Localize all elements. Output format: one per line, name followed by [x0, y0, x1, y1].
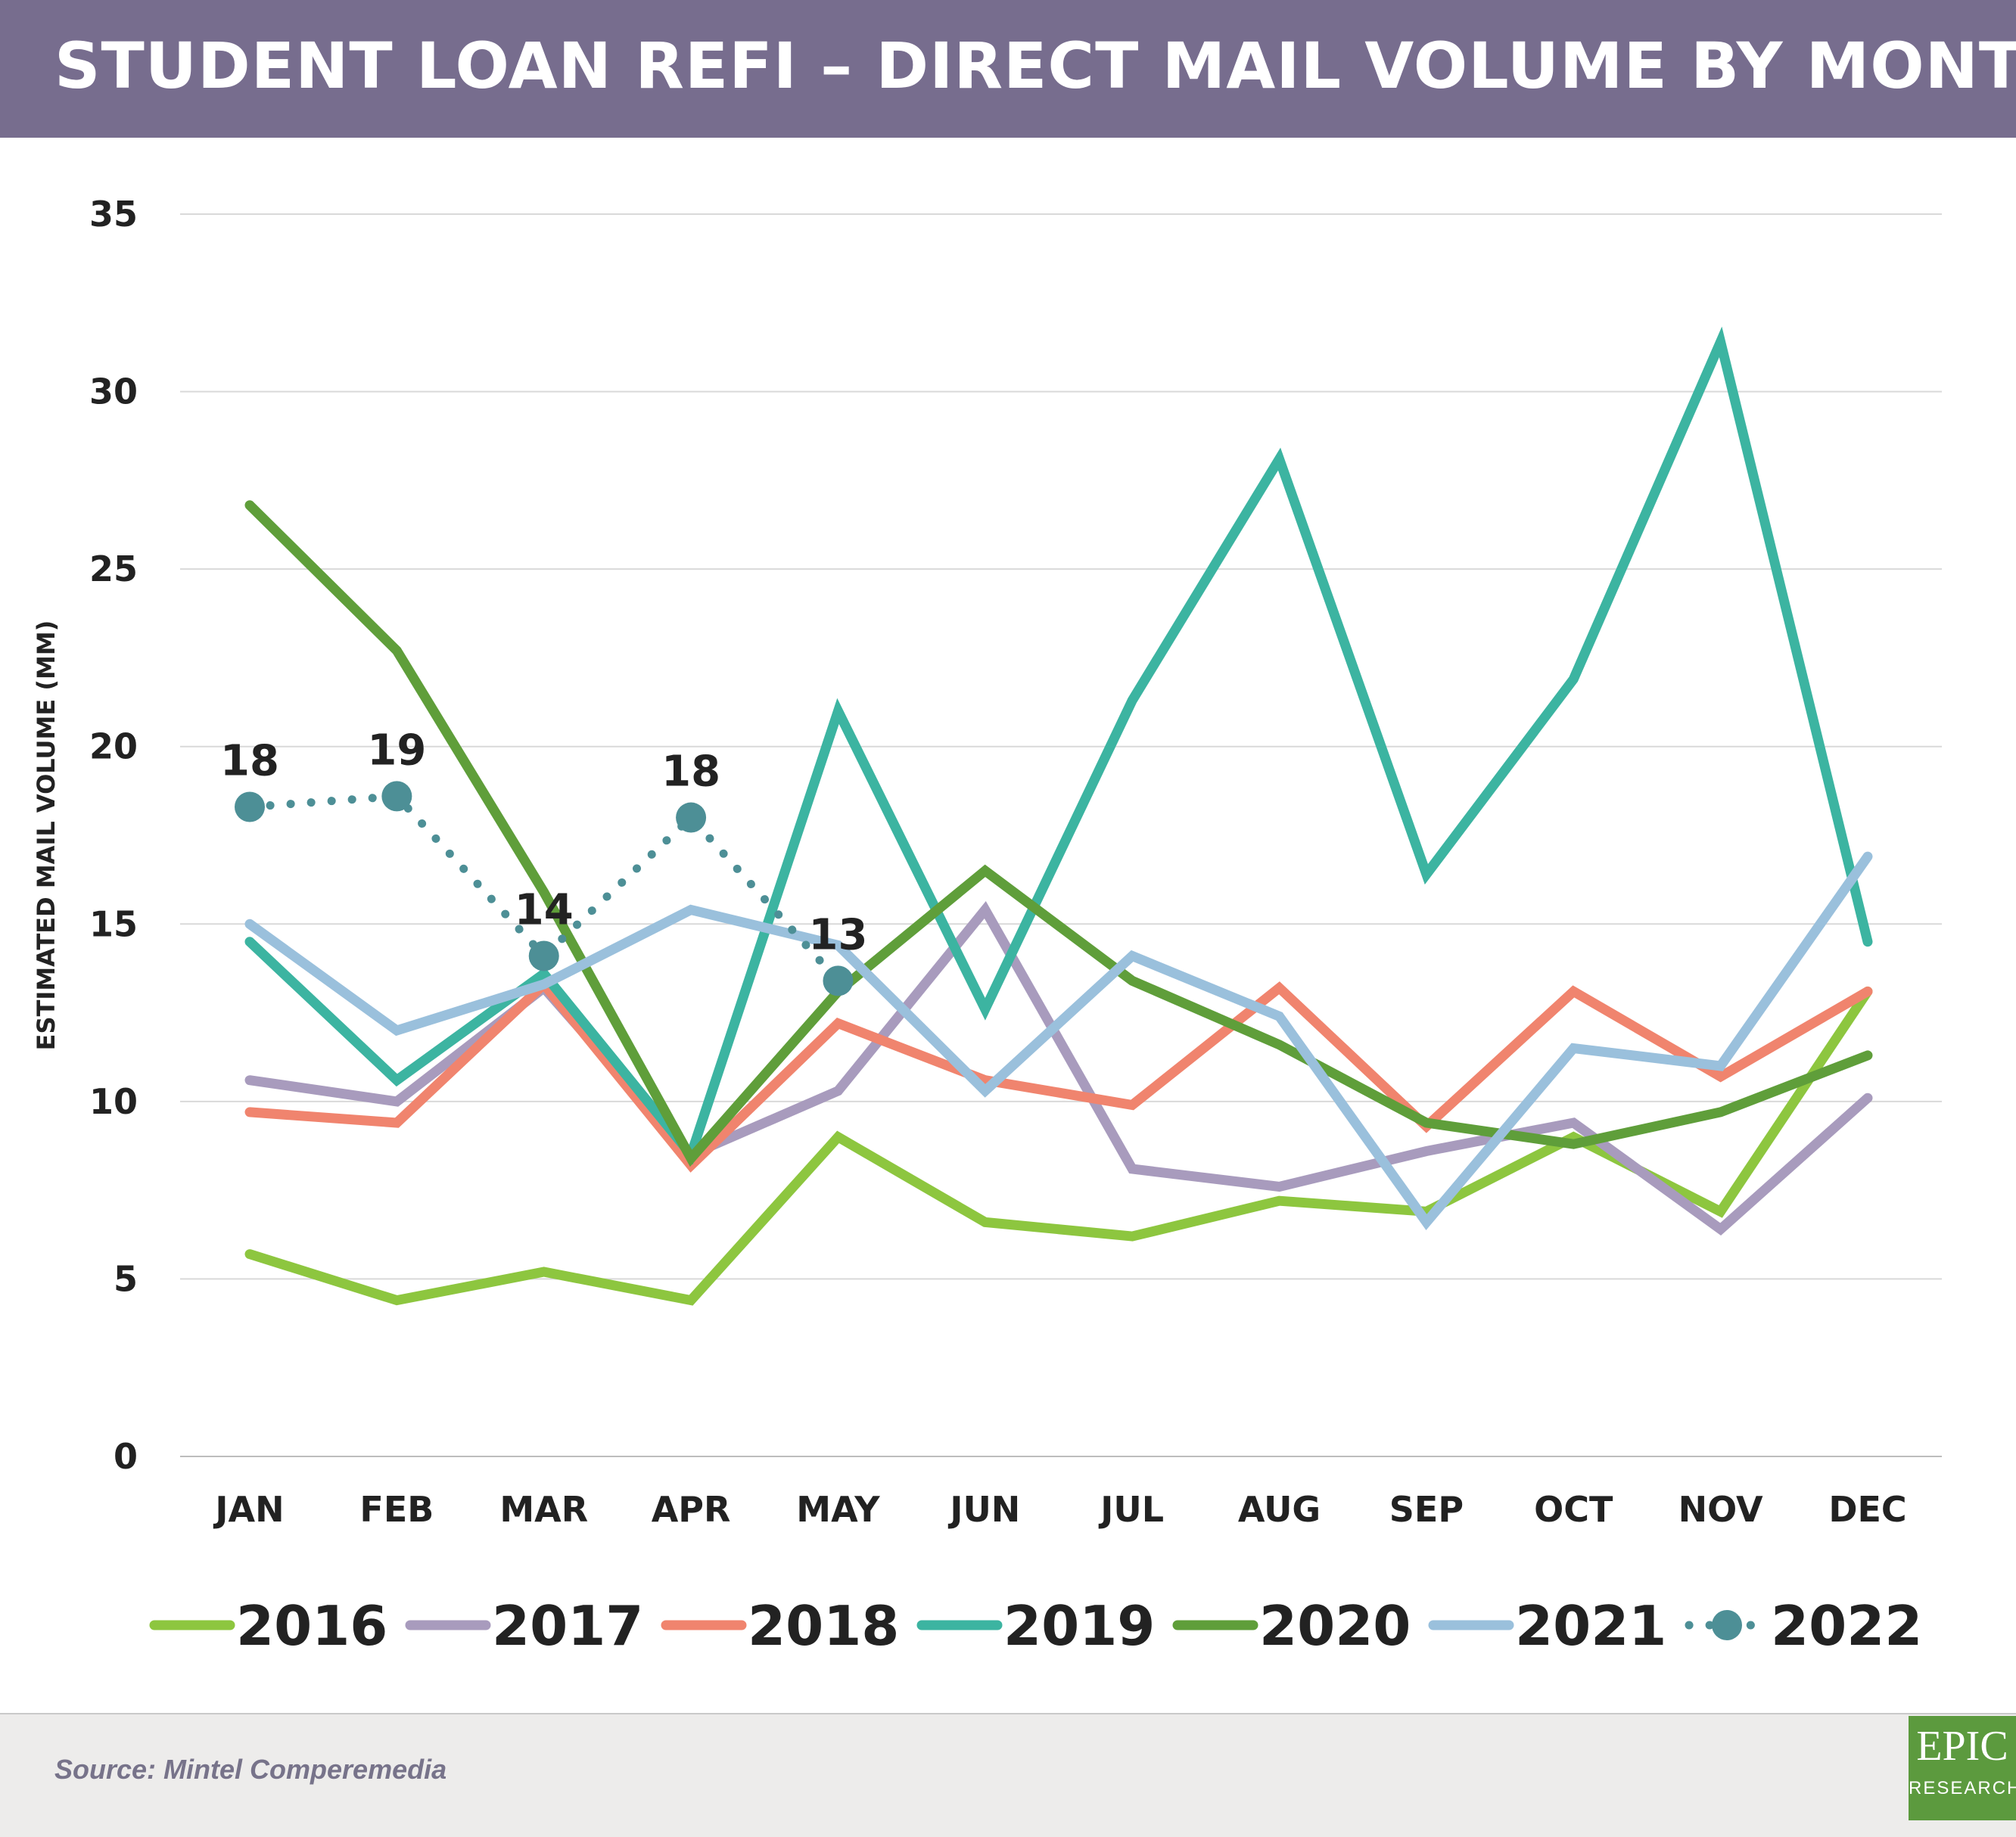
title-bar: STUDENT LOAN REFI – DIRECT MAIL VOLUME B… — [0, 0, 2016, 138]
series-line-2020 — [244, 500, 1873, 1167]
x-tick-label-feb: FEB — [359, 1489, 434, 1530]
legend-label-2021: 2021 — [1515, 1594, 1666, 1658]
epic-research-logo: EPIC RESEARCH — [1909, 1716, 2016, 1820]
data-label-2022-jan: 18 — [220, 736, 279, 785]
x-tick-label-nov: NOV — [1678, 1489, 1763, 1530]
x-tick-label-may: MAY — [796, 1489, 880, 1530]
x-tick-label-apr: APR — [652, 1489, 731, 1530]
y-tick-label-30: 30 — [89, 371, 138, 412]
legend-label-2017: 2017 — [492, 1594, 643, 1658]
data-point-2022-feb — [381, 781, 412, 812]
y-tick-label-5: 5 — [114, 1258, 138, 1299]
legend-label-2016: 2016 — [236, 1594, 387, 1658]
x-tick-label-jun: JUN — [947, 1489, 1020, 1530]
logo-main-text: EPIC — [1916, 1723, 2008, 1770]
source-note: Source: Mintel Comperemedia — [54, 1754, 447, 1785]
data-label-2022-feb: 19 — [367, 726, 426, 775]
data-label-2022-apr: 18 — [661, 748, 720, 797]
series-line-2018 — [244, 977, 1873, 1173]
y-axis-label: ESTIMATED MAIL VOLUME (MM) — [32, 620, 61, 1051]
data-point-2022-may — [823, 965, 854, 996]
data-point-2022-mar — [528, 940, 559, 971]
data-point-2022-apr — [676, 802, 707, 833]
y-tick-label-10: 10 — [89, 1081, 138, 1122]
x-tick-label-aug: AUG — [1238, 1489, 1321, 1530]
legend-label-2020: 2020 — [1259, 1594, 1411, 1658]
series-line-2022 — [245, 791, 842, 985]
page-title: STUDENT LOAN REFI – DIRECT MAIL VOLUME B… — [54, 29, 2016, 103]
y-tick-label-35: 35 — [89, 194, 138, 235]
x-tick-label-oct: OCT — [1534, 1489, 1613, 1530]
series-line-2021 — [244, 851, 1873, 1230]
data-point-2022-jan — [235, 791, 265, 822]
footer — [0, 1713, 2016, 1837]
data-label-2022-may: 13 — [808, 910, 867, 959]
y-tick-label-25: 25 — [89, 549, 138, 589]
y-tick-label-15: 15 — [89, 903, 138, 944]
data-label-2022-mar: 14 — [515, 886, 574, 935]
legend-marker-2022 — [1712, 1610, 1742, 1640]
legend-label-2022: 2022 — [1771, 1594, 1922, 1658]
y-tick-label-0: 0 — [114, 1436, 138, 1477]
x-tick-label-jan: JAN — [213, 1489, 284, 1530]
x-tick-label-sep: SEP — [1389, 1489, 1464, 1530]
series-line-2017 — [244, 901, 1873, 1236]
series-line-2016 — [244, 986, 1873, 1306]
x-tick-label-jul: JUL — [1098, 1489, 1164, 1530]
logo-sub-text: RESEARCH — [1909, 1778, 2016, 1798]
line-chart: 0 5 10 15 20 25 30 35 ESTIMATED MAIL VOLUME (MM)… — [32, 194, 1942, 1658]
x-tick-label-dec: DEC — [1828, 1489, 1906, 1530]
legend-label-2019: 2019 — [1003, 1594, 1155, 1658]
legend-label-2018: 2018 — [748, 1594, 899, 1658]
y-tick-label-20: 20 — [89, 726, 138, 767]
x-tick-label-mar: MAR — [499, 1489, 588, 1530]
